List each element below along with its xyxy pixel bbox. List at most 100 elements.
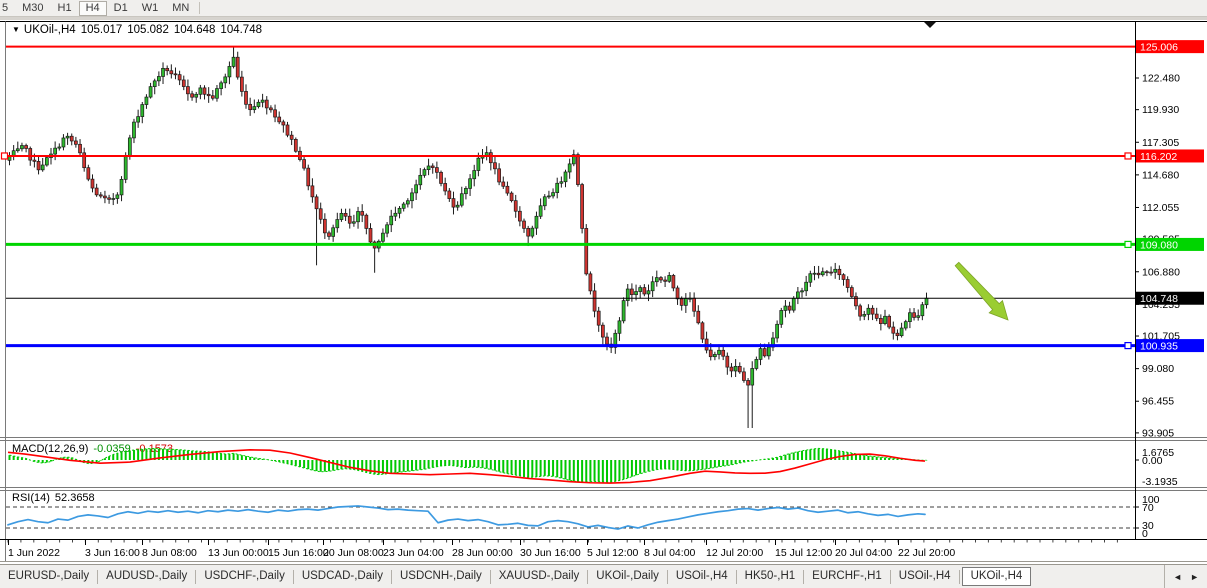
svg-text:114.680: 114.680 [1142,169,1179,181]
tab-separator [958,569,960,584]
timeframe-button-h4[interactable]: H4 [78,0,107,16]
svg-text:119.930: 119.930 [1142,104,1179,116]
svg-text:1.6765: 1.6765 [1142,447,1174,459]
quote-high: 105.082 [127,24,169,36]
svg-text:30: 30 [1142,520,1154,532]
level-handle[interactable] [1124,341,1132,350]
tab-ukoil-daily[interactable]: UKOil-,Daily [596,570,659,582]
svg-text:5 Jul 12:00: 5 Jul 12:00 [587,547,639,559]
svg-text:104.748: 104.748 [1140,293,1178,305]
svg-text:15 Jul 12:00: 15 Jul 12:00 [775,547,832,559]
price-tag [1136,291,1204,305]
svg-text:100.935: 100.935 [1140,341,1178,353]
macd-main-line [9,447,927,483]
svg-text:1 Jun 2022: 1 Jun 2022 [8,547,60,559]
timeframe-button-h1[interactable]: H1 [57,1,72,14]
tab-separator [292,569,294,584]
svg-text:125.006: 125.006 [1140,42,1178,54]
svg-text:30 Jun 16:00: 30 Jun 16:00 [520,547,581,559]
window-frame [0,16,1207,562]
svg-text:23 Jun 04:00: 23 Jun 04:00 [383,547,444,559]
svg-text:15 Jun 16:00: 15 Jun 16:00 [268,547,329,559]
tab-usoil-h4[interactable]: USOil-,H4 [675,570,728,582]
svg-text:93.905: 93.905 [1142,427,1174,439]
tab-eurusd-daily[interactable]: EURUSD-,Daily [8,570,90,582]
macd-name: MACD(12,26,9) [12,443,89,455]
tab-separator [803,569,805,584]
tab-scroll-left-icon[interactable]: ◄ [1173,571,1183,582]
svg-text:8 Jun 08:00: 8 Jun 08:00 [142,547,197,559]
price-tag [1136,237,1204,251]
timeframe-button-w1[interactable]: W1 [141,1,159,14]
svg-text:0: 0 [1142,528,1148,540]
tab-separator [889,569,891,584]
macd-signal-line [7,449,926,484]
tab-usdcad-daily[interactable]: USDCAD-,Daily [301,570,383,582]
svg-text:116.202: 116.202 [1140,151,1177,163]
timeframe-button-5[interactable]: 5 [2,1,9,14]
svg-text:22 Jul 20:00: 22 Jul 20:00 [898,547,955,559]
chart-dropdown-icon[interactable]: ▼ [12,25,20,34]
level-handle[interactable] [0,152,9,160]
symbol-tabbar: EURUSD-,Daily AUDUSD-,Daily USDCHF-,Daily U… [0,564,1207,588]
svg-text:112.055: 112.055 [1142,202,1179,214]
svg-text:70: 70 [1142,502,1154,514]
level-handle[interactable] [1124,240,1132,249]
price-tag [1136,149,1204,163]
tab-usdchf-daily[interactable]: USDCHF-,Daily [204,570,285,582]
timeframe-button-d1[interactable]: D1 [113,1,128,14]
level-handle[interactable] [1124,152,1132,160]
svg-text:0.00: 0.00 [1142,455,1163,467]
tab-separator [489,569,491,584]
date-axis: 1 Jun 2022 3 Jun 16:00 8 Jun 08:00 13 Jun 0… [7,540,1118,559]
tab-separator [735,569,737,584]
svg-text:117.305: 117.305 [1142,137,1179,149]
chart-title: ▼ UKOil-,H4 105.017 105.082 104.648 104.748 [12,24,267,36]
rsi-indicator-label: RSI(14) 52.3658 [12,492,100,504]
tab-audusd-daily[interactable]: AUDUSD-,Daily [106,570,188,582]
tab-ukoil-h4[interactable]: UKOil-,H4 [961,567,1032,586]
quote-close: 104.748 [220,24,262,36]
tab-separator [195,569,197,584]
rsi-name: RSI(14) [12,492,50,504]
svg-text:109.080: 109.080 [1140,239,1178,251]
tab-hk50-h1[interactable]: HK50-,H1 [744,570,796,582]
quote-open: 105.017 [80,24,123,36]
triangle-marker-icon[interactable] [924,22,936,28]
svg-text:20 Jun 08:00: 20 Jun 08:00 [323,547,384,559]
tab-scroll-right-icon[interactable]: ► [1190,571,1199,582]
svg-text:106.880: 106.880 [1142,266,1180,278]
candles [7,46,929,428]
price-tag [1136,40,1204,54]
svg-text:-3.1935: -3.1935 [1142,476,1178,488]
tab-usdcnh-daily[interactable]: USDCNH-,Daily [399,570,482,582]
timeframe-button-mn[interactable]: MN [172,1,190,14]
svg-text:100: 100 [1142,494,1160,506]
price-level-lines [0,45,1135,350]
timeframe-toolbar: 5 M30 H1 H4 D1 W1 MN [0,0,1207,17]
tab-usoil-h4[interactable]: USOil-,H4 [898,570,951,582]
svg-text:99.080: 99.080 [1142,363,1174,375]
price-axis: 122.480119.930117.305114.680112.055109.5… [1135,73,1180,439]
svg-text:20 Jul 04:00: 20 Jul 04:00 [835,547,892,559]
tab-separator [666,569,668,584]
chart-canvas[interactable]: 122.480119.930117.305114.680112.055109.5… [0,16,1207,563]
tab-xauusd-daily[interactable]: XAUUSD-,Daily [498,570,580,582]
sell-arrow-icon[interactable] [954,261,1009,321]
svg-text:3 Jun 16:00: 3 Jun 16:00 [85,547,140,559]
timeframe-button-m30[interactable]: M30 [22,1,44,14]
svg-text:13 Jun 00:00: 13 Jun 00:00 [208,547,269,559]
tab-eurchf-h1[interactable]: EURCHF-,H1 [812,570,882,582]
price-tags: 125.006 116.202 109.080 104.748 100.935 [1136,40,1204,353]
svg-text:28 Jun 00:00: 28 Jun 00:00 [452,547,513,559]
toolbar-separator [199,2,201,14]
rsi-line [7,505,926,530]
svg-text:12 Jul 20:00: 12 Jul 20:00 [706,547,763,559]
rsi-value: 52.3658 [54,492,95,504]
chart-symbol-period: UKOil-,H4 [23,24,76,36]
tab-scroll-arrows: ◄ ► [1164,565,1207,588]
chart-objects [924,22,1009,321]
